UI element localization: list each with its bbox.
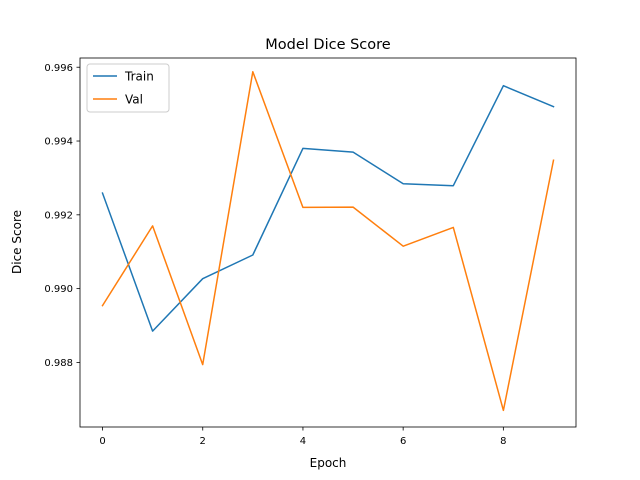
series-line-val (101, 70, 555, 412)
y-tick-label: 0.988 (44, 358, 73, 369)
x-tick-label: 0 (99, 436, 105, 447)
axes-frame (79, 57, 577, 428)
legend-label-train: Train (124, 70, 154, 84)
x-tick-label: 2 (200, 436, 206, 447)
y-tick-label: 0.994 (44, 137, 73, 148)
plot-area (79, 57, 577, 428)
y-axis-ticks: 0.988 0.990 0.992 0.994 0.996 (44, 63, 80, 369)
y-tick-label: 0.996 (44, 63, 73, 74)
chart-title: Model Dice Score (265, 37, 391, 53)
y-axis-label: Dice Score (10, 210, 24, 274)
y-tick-label: 0.992 (44, 210, 73, 221)
x-axis-ticks: 0 2 4 6 8 (99, 427, 507, 447)
legend-label-val: Val (125, 93, 143, 107)
x-axis-label: Epoch (310, 456, 347, 470)
y-tick-label: 0.990 (44, 284, 73, 295)
x-tick-label: 8 (500, 436, 506, 447)
x-tick-label: 4 (300, 436, 306, 447)
series-line-train (101, 84, 555, 332)
legend: Train Val (86, 63, 170, 113)
x-tick-label: 6 (400, 436, 406, 447)
